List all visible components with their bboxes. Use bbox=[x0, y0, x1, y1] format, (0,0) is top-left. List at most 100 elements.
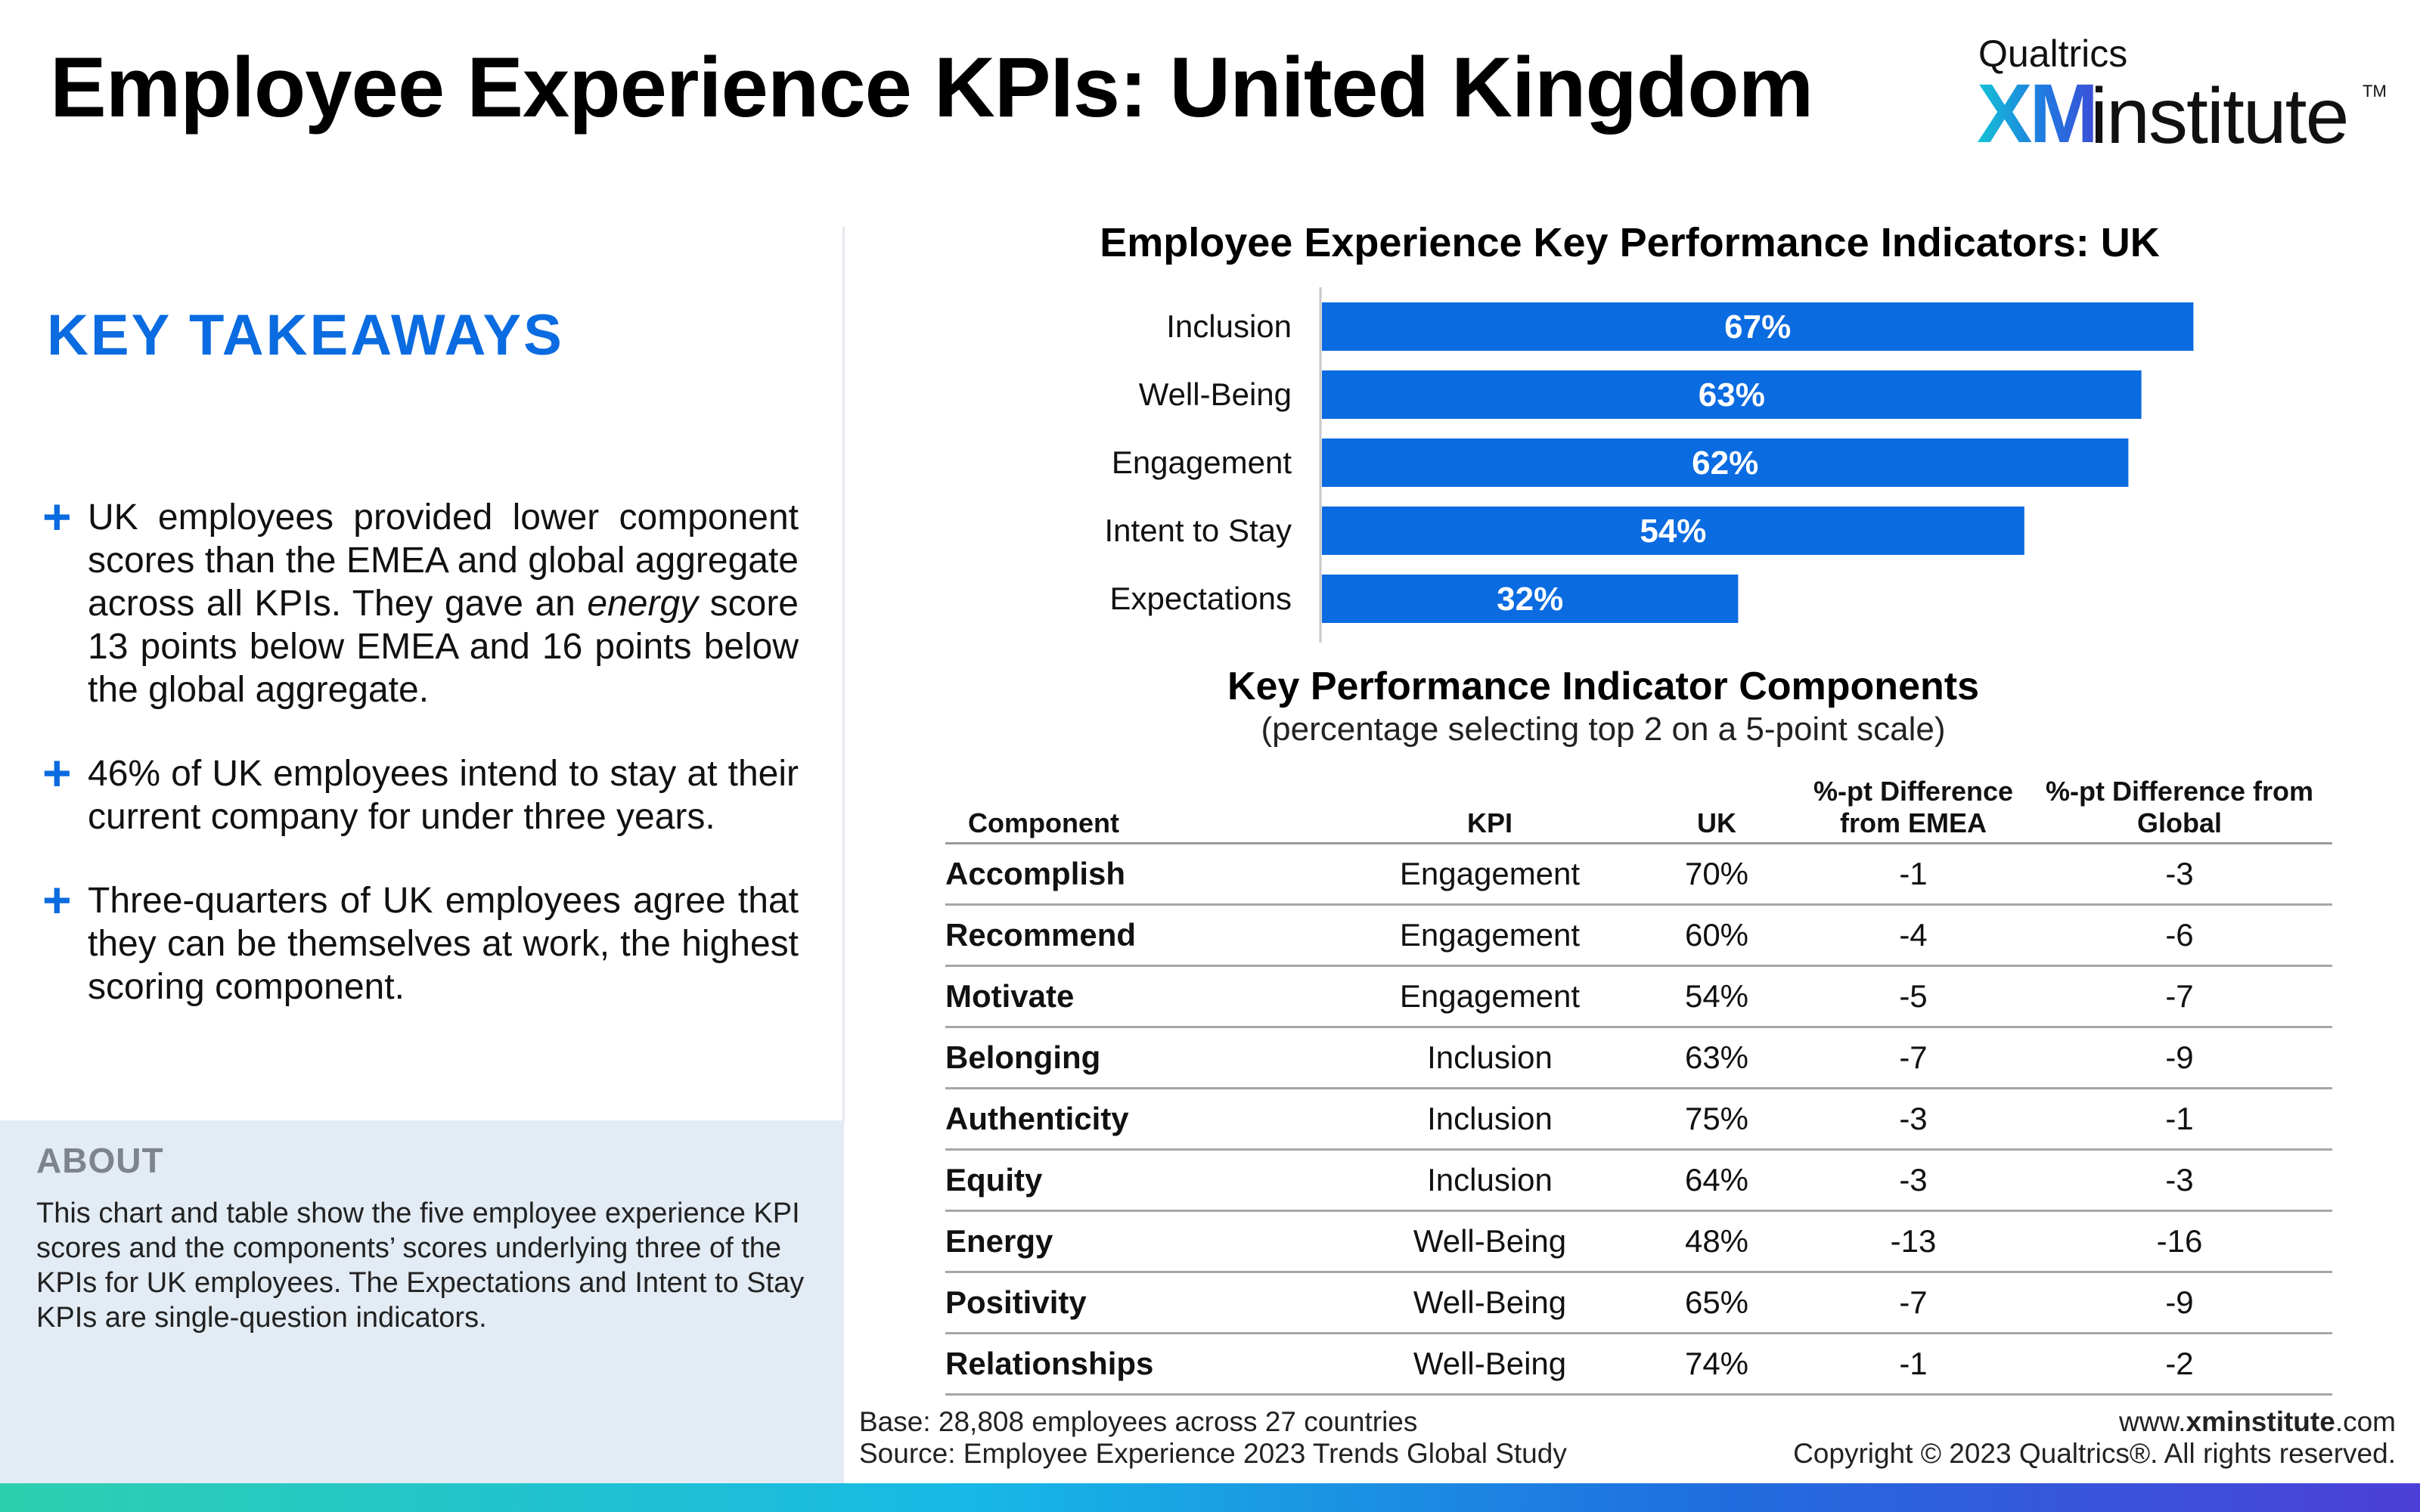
footer-url[interactable]: www.xminstitute.com bbox=[1793, 1406, 2396, 1438]
cell-component: Authenticity bbox=[945, 1088, 1346, 1151]
cell-kpi: Inclusion bbox=[1346, 1149, 1634, 1212]
table-row: Energy Well-Being 48% -13 -16 bbox=[945, 1210, 2332, 1273]
cell-kpi: Well-Being bbox=[1346, 1210, 1634, 1273]
cell-uk: 63% bbox=[1634, 1027, 1800, 1089]
url-suffix: .com bbox=[2335, 1406, 2396, 1437]
table-row: Belonging Inclusion 63% -7 -9 bbox=[945, 1027, 2332, 1089]
bar-value-label: 54% bbox=[1640, 513, 1706, 550]
footer-base: Base: 28,808 employees across 27 countri… bbox=[859, 1406, 1418, 1437]
gradient-band bbox=[0, 1483, 2420, 1512]
cell-diff-global: -9 bbox=[2027, 1272, 2332, 1334]
kpi-components-table: Component KPI UK %-pt Difference from EM… bbox=[945, 770, 2332, 1396]
table-row: Authenticity Inclusion 75% -3 -1 bbox=[945, 1088, 2332, 1151]
cell-component: Energy bbox=[945, 1210, 1346, 1273]
cell-uk: 74% bbox=[1634, 1333, 1800, 1396]
cell-kpi: Inclusion bbox=[1346, 1088, 1634, 1151]
plus-icon: + bbox=[42, 488, 72, 544]
cell-component: Motivate bbox=[945, 965, 1346, 1028]
table-row: Relationships Well-Being 74% -1 -2 bbox=[945, 1333, 2332, 1396]
takeaways-list: + UK employees provided lower component … bbox=[42, 491, 799, 1049]
bar-value-label: 67% bbox=[1724, 308, 1791, 345]
cell-uk: 64% bbox=[1634, 1149, 1800, 1212]
bar bbox=[1322, 370, 2142, 419]
cell-kpi: Engagement bbox=[1346, 904, 1634, 967]
cell-diff-emea: -13 bbox=[1800, 1210, 2027, 1273]
logo-institute-text: institute bbox=[2090, 73, 2349, 160]
cell-component: Equity bbox=[945, 1149, 1346, 1212]
cell-uk: 60% bbox=[1634, 904, 1800, 967]
table-subtitle: (percentage selecting top 2 on a 5-point… bbox=[1261, 711, 1946, 748]
takeaway-text-end: score 13 points below EMEA and 16 points… bbox=[88, 584, 799, 710]
takeaway-item: + 46% of UK employees intend to stay at … bbox=[42, 748, 799, 838]
bar-value-label: 63% bbox=[1699, 376, 1765, 414]
header-diff-global: %-pt Difference from Global bbox=[2027, 770, 2332, 844]
cell-diff-emea: -4 bbox=[1800, 904, 2027, 967]
category-label: Inclusion bbox=[1166, 308, 1292, 344]
cell-diff-emea: -7 bbox=[1800, 1027, 2027, 1089]
about-text: This chart and table show the five emplo… bbox=[36, 1198, 805, 1334]
cell-kpi: Well-Being bbox=[1346, 1333, 1634, 1396]
bar bbox=[1322, 575, 1739, 623]
cell-diff-emea: -1 bbox=[1800, 1333, 2027, 1396]
header-diff-emea: %-pt Difference from EMEA bbox=[1800, 770, 2027, 844]
cell-component: Recommend bbox=[945, 904, 1346, 967]
cell-uk: 75% bbox=[1634, 1088, 1800, 1151]
cell-diff-global: -9 bbox=[2027, 1027, 2332, 1089]
cell-kpi: Well-Being bbox=[1346, 1272, 1634, 1334]
header-uk: UK bbox=[1634, 770, 1800, 844]
cell-uk: 54% bbox=[1634, 965, 1800, 1028]
cell-diff-global: -3 bbox=[2027, 843, 2332, 906]
takeaway-text: 46% of UK employees intend to stay at th… bbox=[88, 754, 799, 837]
table-row: Accomplish Engagement 70% -1 -3 bbox=[945, 843, 2332, 906]
logo-trademark: TM bbox=[2363, 82, 2387, 101]
cell-diff-emea: -5 bbox=[1800, 965, 2027, 1028]
cell-diff-global: -16 bbox=[2027, 1210, 2332, 1273]
column-divider bbox=[842, 227, 845, 1123]
cell-diff-emea: -3 bbox=[1800, 1149, 2027, 1212]
cell-uk: 65% bbox=[1634, 1272, 1800, 1334]
cell-diff-emea: -7 bbox=[1800, 1272, 2027, 1334]
about-title: ABOUT bbox=[36, 1141, 164, 1180]
cell-component: Positivity bbox=[945, 1272, 1346, 1334]
cell-diff-global: -7 bbox=[2027, 965, 2332, 1028]
category-label: Well-Being bbox=[1139, 376, 1292, 412]
cell-uk: 48% bbox=[1634, 1210, 1800, 1273]
cell-diff-global: -3 bbox=[2027, 1149, 2332, 1212]
key-takeaways-title: KEY TAKEAWAYS bbox=[47, 303, 564, 367]
cell-kpi: Engagement bbox=[1346, 965, 1634, 1028]
cell-diff-global: -1 bbox=[2027, 1088, 2332, 1151]
category-label: Expectations bbox=[1110, 581, 1292, 616]
table-row: Equity Inclusion 64% -3 -3 bbox=[945, 1149, 2332, 1212]
bar bbox=[1322, 507, 2024, 555]
footer-source: Source: Employee Experience 2023 Trends … bbox=[859, 1438, 1567, 1469]
logo-qualtrics-text: Qualtrics bbox=[1978, 33, 2128, 75]
table-title: Key Performance Indicator Components bbox=[1227, 665, 1979, 708]
xm-institute-logo: Qualtrics XM institute TM bbox=[1977, 27, 2387, 160]
logo-xm-text: XM bbox=[1977, 67, 2099, 160]
footer-copyright: Copyright © 2023 Qualtrics®. All rights … bbox=[1793, 1438, 2396, 1469]
kpi-bar-chart: Inclusion 67% Well-Being 63% Engagement 62% In… bbox=[1105, 287, 2194, 643]
cell-uk: 70% bbox=[1634, 843, 1800, 906]
chart-title: Employee Experience Key Performance Indi… bbox=[1100, 220, 2160, 265]
bar bbox=[1322, 302, 2194, 351]
takeaways-panel: KEY TAKEAWAYS + UK employees provided lo… bbox=[0, 219, 844, 1483]
table-row: Positivity Well-Being 65% -7 -9 bbox=[945, 1272, 2332, 1334]
cell-diff-emea: -3 bbox=[1800, 1088, 2027, 1151]
takeaway-emphasis: energy bbox=[587, 584, 699, 624]
bar bbox=[1322, 438, 2129, 487]
header-component: Component bbox=[945, 770, 1346, 844]
takeaway-text: UK employees provided lower component sc… bbox=[88, 497, 799, 624]
takeaway-item: + Three-quarters of UK employees agree t… bbox=[42, 875, 799, 1009]
cell-diff-global: -2 bbox=[2027, 1333, 2332, 1396]
table-row: Recommend Engagement 60% -4 -6 bbox=[945, 904, 2332, 967]
cell-diff-emea: -1 bbox=[1800, 843, 2027, 906]
footer-credits: www.xminstitute.com Copyright © 2023 Qua… bbox=[1793, 1406, 2396, 1470]
footer-notes: Base: 28,808 employees across 27 countri… bbox=[859, 1406, 1567, 1470]
cell-kpi: Engagement bbox=[1346, 843, 1634, 906]
cell-component: Accomplish bbox=[945, 843, 1346, 906]
header-kpi: KPI bbox=[1346, 770, 1634, 844]
about-box: ABOUT This chart and table show the five… bbox=[0, 1120, 844, 1483]
bar-value-label: 32% bbox=[1497, 581, 1563, 618]
url-prefix: www. bbox=[2119, 1406, 2186, 1437]
url-domain: xminstitute bbox=[2186, 1406, 2335, 1437]
